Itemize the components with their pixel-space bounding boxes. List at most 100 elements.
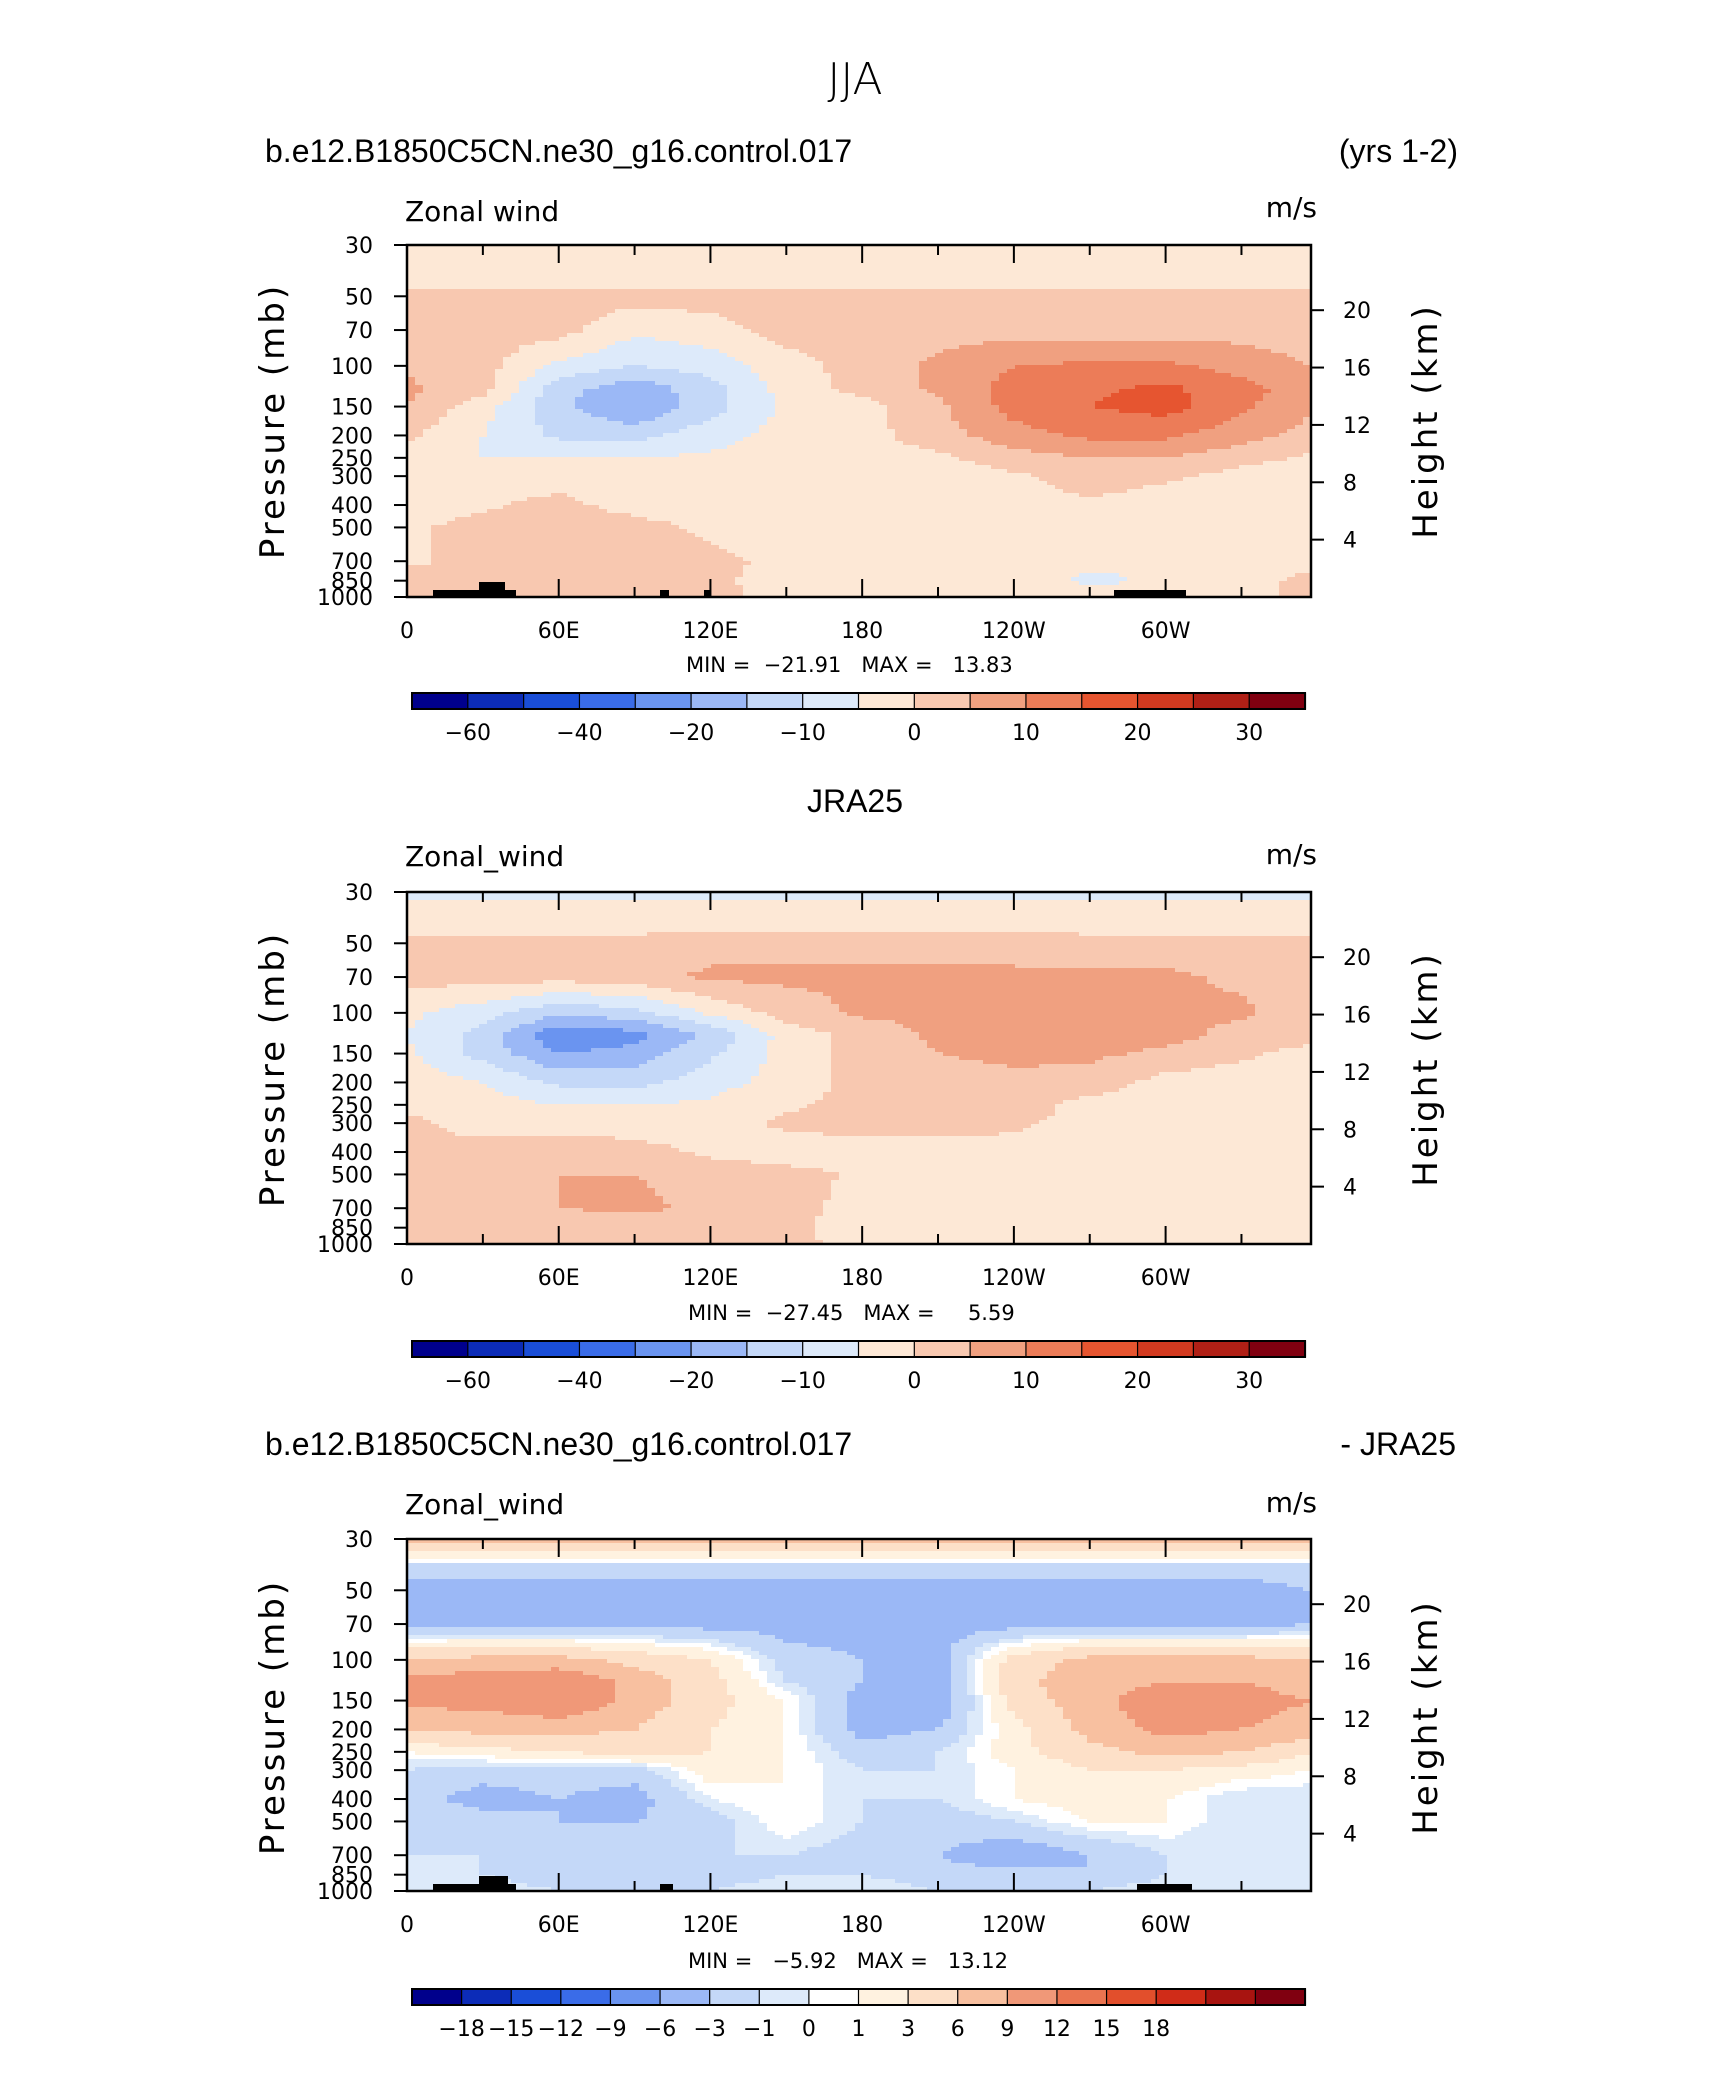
y-tick-label: 1000: [317, 586, 373, 611]
contour-cell: [1087, 1739, 1296, 1744]
contour-cell: [1151, 1879, 1312, 1884]
contour-cell: [975, 1679, 984, 1684]
contour-cell: [535, 369, 600, 374]
contour-cell: [719, 1675, 752, 1680]
contour-cell: [535, 1020, 648, 1025]
contour-cell: [407, 976, 696, 981]
colorbar-label: 30: [1235, 721, 1263, 746]
contour-cell: [919, 365, 1016, 370]
contour-cell: [823, 365, 920, 370]
contour-cell: [743, 1667, 760, 1672]
colorbar-box: [560, 1988, 612, 2006]
colorbar-box: [1155, 1988, 1207, 2006]
colorbar-label: −18: [438, 2017, 484, 2042]
contour-cell: [1111, 393, 1192, 398]
contour-cell: [543, 429, 680, 434]
contour-cell: [823, 1092, 1104, 1097]
contour-cell: [671, 1679, 728, 1684]
contour-cell: [1263, 461, 1312, 466]
contour-cell: [975, 1863, 1088, 1868]
contour-cell: [991, 381, 1256, 386]
contour-cell: [407, 1775, 664, 1780]
contour-cell: [407, 1040, 464, 1045]
contour-cell: [407, 293, 1312, 298]
contour-cell: [623, 365, 648, 370]
contour-cell: [759, 1064, 832, 1069]
contour-cell: [743, 1807, 824, 1812]
contour-cell: [407, 585, 744, 590]
contour-cell: [743, 1659, 760, 1664]
y-tick-label: 30: [345, 1528, 373, 1553]
contour-cell: [1127, 1084, 1312, 1089]
contour-cell: [407, 1208, 584, 1213]
y-tick-label: 850: [331, 1864, 373, 1889]
contour-cell: [711, 449, 936, 454]
contour-cell: [999, 1643, 1032, 1648]
contour-cell: [407, 908, 1312, 913]
max-value: 5.59: [967, 1301, 1015, 1325]
colorbar-box: [907, 1988, 959, 2006]
contour-cell: [1071, 1823, 1200, 1828]
contour-cell: [415, 437, 480, 442]
colorbar-box: [913, 692, 972, 710]
contour-cell: [927, 1044, 1168, 1049]
contour-cell: [543, 1040, 640, 1045]
contour-cell: [407, 541, 432, 546]
contour-cell: [647, 1763, 672, 1768]
contour-cell: [1031, 1731, 1080, 1736]
contour-cell: [1295, 1771, 1312, 1776]
contour-cell: [847, 1727, 936, 1732]
contour-cell: [407, 1767, 416, 1772]
colorbar-label: 0: [907, 1369, 921, 1394]
contour-cell: [407, 1683, 616, 1688]
contour-cell: [1119, 1703, 1304, 1708]
contour-cell: [1247, 441, 1312, 446]
contour-cell: [1231, 417, 1304, 422]
contour-cell: [727, 401, 776, 406]
contour-cell: [975, 1795, 1016, 1800]
contour-cell: [1279, 1048, 1312, 1053]
contour-cell: [407, 1032, 464, 1037]
contour-cell: [535, 409, 584, 414]
contour-cell: [1247, 1000, 1312, 1005]
contour-cell: [1183, 389, 1272, 394]
contour-cell: [407, 1831, 736, 1836]
contour-cell: [847, 1719, 944, 1724]
contour-cell: [655, 337, 768, 342]
contour-cell: [735, 1827, 768, 1832]
contour-cell: [983, 1683, 1000, 1688]
contour-cell: [719, 313, 1312, 318]
contour-cell: [567, 1655, 688, 1660]
contour-cell: [615, 1683, 672, 1688]
contour-cell: [887, 1735, 960, 1740]
contour-cell: [719, 1799, 824, 1804]
contour-cell: [831, 1184, 1312, 1189]
contour-cell: [831, 1084, 1128, 1089]
contour-cell: [407, 1116, 424, 1121]
contour-cell: [407, 1104, 808, 1109]
contour-cell: [647, 365, 752, 370]
contour-cell: [407, 289, 1312, 294]
contour-cell: [463, 401, 504, 406]
contour-cell: [831, 1192, 1312, 1197]
contour-cell: [775, 341, 984, 346]
contour-cell: [407, 1064, 432, 1069]
contour-cell: [511, 1028, 544, 1033]
contour-cell: [535, 1060, 648, 1065]
contour-cell: [983, 437, 1088, 442]
contour-cell: [1039, 1815, 1080, 1820]
contour-cell: [407, 1675, 600, 1680]
contour-cell: [423, 433, 488, 438]
colorbar-box: [802, 1340, 860, 1358]
contour-cell: [1255, 1655, 1312, 1660]
contour-cell: [407, 1791, 456, 1796]
contour-cell: [407, 1156, 712, 1161]
panel-3-colorbar: −18 −15 −12 −9 −6 −3 −1 0 1 3 6 9 12 15 18: [411, 1988, 1307, 2042]
contour-cell: [679, 405, 728, 410]
contour-cell: [967, 1747, 992, 1752]
contour-cell: [991, 1647, 1008, 1652]
terrain-block: [433, 1884, 516, 1891]
x-tick-label: 120W: [982, 619, 1046, 644]
contour-cell: [783, 1715, 800, 1720]
